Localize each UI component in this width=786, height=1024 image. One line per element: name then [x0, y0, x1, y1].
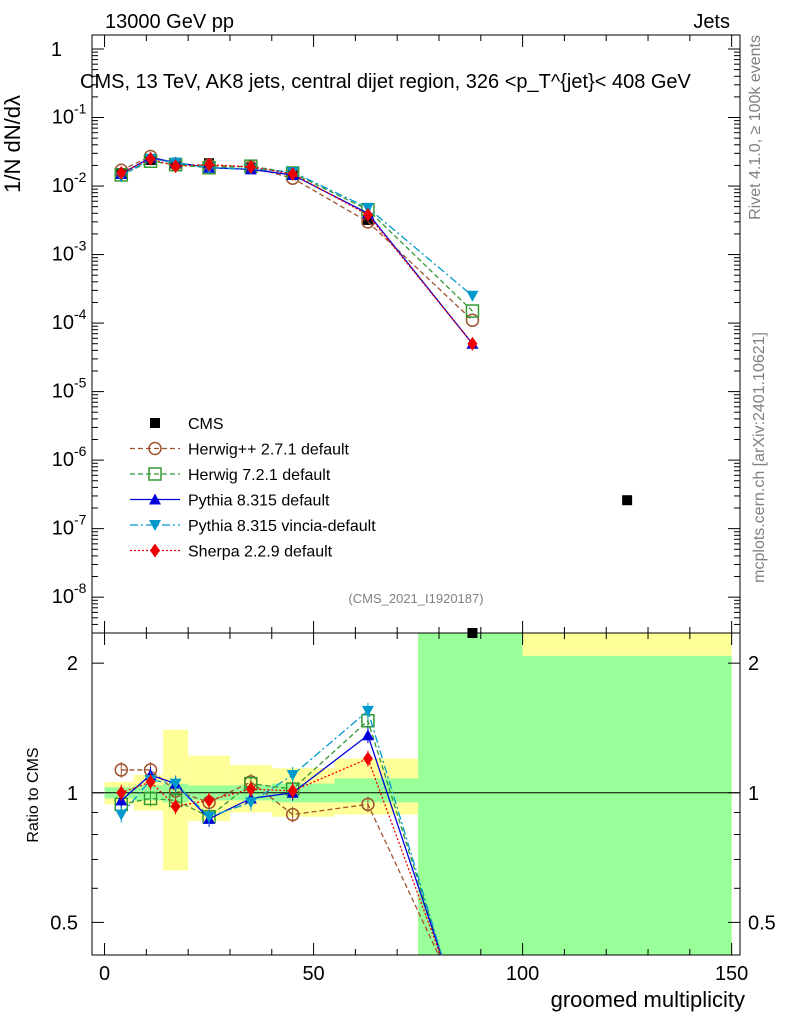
- data-point: [116, 165, 127, 180]
- series-5: [116, 151, 478, 351]
- ratio-data-point: [116, 785, 127, 800]
- ratio-data-point: [287, 783, 298, 798]
- data-point: [622, 495, 633, 506]
- ratio-data-point: [143, 791, 158, 806]
- ratio-plot-frame: [91, 632, 741, 956]
- data-point: [467, 628, 478, 638]
- ratio-y-axis-label: Ratio to CMS: [25, 747, 42, 842]
- x-tick-label: 0: [99, 963, 110, 985]
- ratio-y-tick-label: 1: [748, 783, 759, 805]
- ratio-data-point: [361, 797, 375, 812]
- ratio-y-tick-label: 2: [748, 653, 759, 675]
- legend-label: Herwig 7.2.1 default: [188, 467, 331, 484]
- legend-marker: [149, 520, 161, 531]
- ratio-data-point: [169, 778, 182, 790]
- stat-uncertainty-band: [418, 633, 523, 955]
- ratio-data-point: [361, 705, 374, 717]
- data-point: [466, 290, 479, 302]
- legend-marker: [148, 441, 162, 456]
- ratio-y-tick-label: 1: [67, 783, 78, 805]
- legend-label: Pythia 8.315 default: [188, 493, 330, 510]
- y-tick-label: 10: [52, 107, 74, 129]
- ratio-data-point: [362, 751, 373, 766]
- ratio-series-0: [114, 761, 440, 955]
- data-point: [245, 159, 256, 174]
- series-line: [120, 160, 473, 312]
- data-point: [145, 151, 156, 166]
- data-point: [465, 304, 480, 318]
- x-tick-label: 150: [715, 963, 748, 985]
- x-tick-label: 50: [302, 963, 324, 985]
- ratio-y-tick-label: 0.5: [748, 912, 776, 934]
- ratio-series-4: [116, 750, 442, 955]
- ratio-data-point: [145, 774, 156, 789]
- y-axis-label: 1/N dN/dλ: [0, 95, 25, 193]
- data-point: [170, 159, 181, 174]
- ratio-data-point: [203, 811, 216, 823]
- ratio-series-line: [121, 757, 442, 955]
- legend-label: Sherpa 2.2.9 default: [188, 544, 333, 561]
- x-axis-label: groomed multiplicity: [551, 987, 745, 1012]
- y-tick-label-exponent: -8: [74, 580, 87, 596]
- ratio-data-point: [244, 797, 257, 809]
- top-data-series: [114, 149, 633, 638]
- ratio-data-point: [204, 793, 215, 808]
- ratio-axes: 0 50 100 150 0.5 0.5 1 1 2 2: [50, 633, 776, 985]
- data-point: [467, 336, 478, 351]
- header-right: Jets: [693, 11, 730, 33]
- y-tick-label: 10: [52, 312, 74, 334]
- y-tick-label-exponent: -4: [74, 306, 87, 322]
- ratio-data-point: [114, 763, 129, 777]
- stat-uncertainty-band: [522, 655, 732, 955]
- mcplots-label: mcplots.cern.ch [arXiv:2401.10621]: [751, 332, 768, 583]
- y-tick-label-exponent: -2: [74, 169, 87, 185]
- y-tick-label-exponent: -7: [74, 512, 87, 528]
- ratio-data-point: [245, 782, 256, 797]
- y-tick-label: 10: [52, 518, 74, 540]
- data-point: [287, 166, 298, 181]
- header-left: 13000 GeV pp: [105, 11, 234, 33]
- data-point: [204, 157, 215, 172]
- y-tick-label-exponent: -6: [74, 443, 87, 459]
- stat-uncertainty-band: [334, 778, 419, 803]
- data-point: [465, 313, 480, 327]
- legend-marker: [148, 467, 162, 481]
- legend-marker: [149, 493, 161, 505]
- analysis-watermark: (CMS_2021_I1920187): [348, 591, 483, 606]
- x-tick-label: 100: [506, 963, 539, 985]
- top-axes: 10 -810 -710 -610 -510 -410 -310 -210 -11: [51, 35, 740, 634]
- y-tick-label: 10: [52, 449, 74, 471]
- chart-title: CMS, 13 TeV, AK8 jets, central dijet reg…: [80, 71, 692, 93]
- ratio-series-line: [121, 719, 443, 955]
- y-tick-label-exponent: -1: [74, 101, 87, 117]
- y-tick-label: 10: [52, 586, 74, 608]
- ratio-data-series: [114, 702, 443, 955]
- series-line: [120, 155, 473, 321]
- y-tick-label: 10: [52, 381, 74, 403]
- y-tick-label: 10: [52, 175, 74, 197]
- legend-marker: [150, 543, 160, 558]
- ratio-data-point: [170, 799, 181, 814]
- ratio-series-line: [120, 709, 443, 955]
- ratio-data-point: [286, 769, 299, 781]
- legend-label: Herwig++ 2.7.1 default: [188, 442, 350, 459]
- ratio-y-tick-label: 0.5: [50, 912, 78, 934]
- ratio-data-point: [285, 807, 300, 822]
- ratio-data-point: [361, 729, 374, 741]
- series-3: [115, 151, 479, 349]
- ratio-y-tick-label: 2: [67, 653, 78, 675]
- legend-marker: [150, 418, 160, 428]
- y-tick-label: 1: [51, 39, 62, 61]
- legend: CMS Herwig++ 2.7.1 default Herwig 7.2.1 de…: [130, 416, 376, 561]
- ratio-data-point: [115, 809, 128, 821]
- data-point: [362, 207, 373, 222]
- rivet-version-label: Rivet 4.1.0, ≥ 100k events: [747, 35, 764, 220]
- y-tick-label-exponent: -3: [74, 238, 87, 254]
- y-tick-label: 10: [52, 244, 74, 266]
- series-line: [120, 158, 473, 345]
- legend-label: Pythia 8.315 vincia-default: [188, 518, 376, 535]
- legend-label: CMS: [188, 416, 224, 433]
- y-tick-label-exponent: -5: [74, 375, 87, 391]
